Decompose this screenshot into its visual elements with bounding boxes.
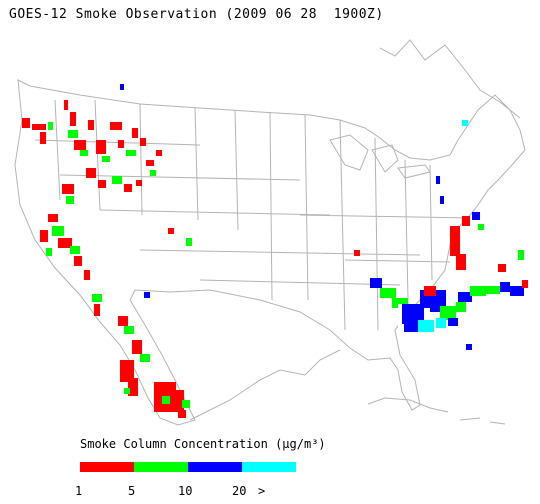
legend-color-bar [80,462,296,472]
legend-swatch-4 [242,462,296,472]
legend-tick-20: 20 [232,484,247,498]
smoke-southeast [354,120,528,350]
great-lakes [329,134,431,179]
legend-tick-gt: > [258,484,266,498]
legend-swatch-3 [188,462,242,472]
state-lines [34,99,471,331]
legend-swatch-1 [80,462,134,472]
legend-title: Smoke Column Concentration (µg/m³) [80,437,326,451]
legend-swatch-2 [134,462,188,472]
legend-tick-1: 1 [75,484,83,498]
page-title: GOES-12 Smoke Observation (2009 06 28 19… [9,7,384,22]
cuba [367,397,449,413]
mexico-coast [189,349,341,421]
us-coastline [14,79,526,426]
islands [459,417,506,425]
legend-tick-10: 10 [178,484,193,498]
legend-tick-labels: 1 5 10 20 > [0,484,540,500]
base-map [14,39,526,426]
legend-tick-5: 5 [128,484,136,498]
smoke-west [22,84,192,418]
canada-coast [379,39,521,119]
